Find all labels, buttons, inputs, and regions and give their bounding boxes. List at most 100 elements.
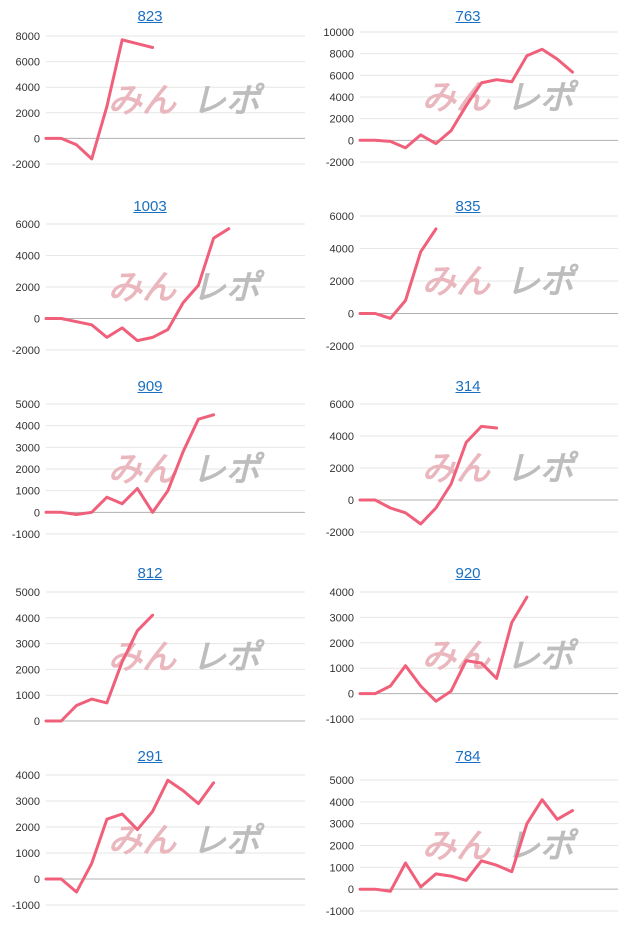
y-tick-label: 0: [34, 314, 40, 326]
chart-svg: -2000 0 2000 4000 6000 みん レポ: [326, 211, 618, 353]
chart-title-link[interactable]: 314: [455, 378, 481, 395]
y-tick-label: -2000: [326, 341, 354, 353]
y-tick-label: 3000: [16, 639, 40, 651]
y-tick-label: 0: [348, 495, 354, 507]
y-tick-label: 8000: [16, 31, 40, 43]
series-line: [44, 413, 216, 516]
y-tick-label: 3000: [330, 819, 354, 831]
chart-title-link[interactable]: 291: [137, 748, 163, 765]
y-tick-label: 4000: [330, 244, 354, 256]
chart-title-link[interactable]: 823: [137, 8, 163, 25]
series-line: [44, 38, 155, 161]
y-tick-label: 0: [348, 309, 354, 321]
y-tick-label: 0: [348, 135, 354, 147]
y-tick-label: 2000: [330, 114, 354, 126]
y-tick-label: 2000: [16, 464, 40, 476]
y-tick-label: 6000: [330, 70, 354, 82]
chart-panel: 1003 -2000 0 2000 4000 6000 みん レポ: [0, 190, 305, 365]
y-tick-label: 4000: [330, 587, 354, 599]
series-line: [358, 47, 574, 150]
chart-title-link[interactable]: 835: [455, 198, 481, 215]
y-tick-label: 1000: [16, 486, 40, 498]
watermark-logo-part2: レポ: [192, 82, 265, 120]
chart-svg: -1000 0 1000 2000 3000 4000 みん レポ: [12, 770, 305, 912]
watermark-logo-part1: みん: [422, 828, 491, 866]
watermark-logo-part2: レポ: [192, 639, 265, 677]
y-tick-label: -1000: [326, 714, 354, 726]
watermark-logo-part2: レポ: [192, 451, 265, 489]
chart-panel: 763 -2000 0 2000 4000 6000 8000 10000 みん レポ: [318, 0, 618, 175]
y-tick-label: 0: [34, 716, 40, 728]
y-tick-label: 2000: [16, 108, 40, 120]
y-tick-label: 6000: [16, 219, 40, 231]
y-tick-label: -1000: [12, 900, 40, 912]
watermark-logo-part2: レポ: [192, 269, 265, 307]
watermark-logo-part2: レポ: [506, 638, 579, 676]
chart-title-link[interactable]: 920: [455, 565, 481, 582]
y-tick-label: -2000: [12, 159, 40, 171]
y-tick-label: 4000: [330, 92, 354, 104]
series-line: [358, 798, 574, 893]
chart-title-link[interactable]: 812: [137, 565, 163, 582]
y-tick-label: 4000: [330, 431, 354, 443]
watermark-logo-part1: みん: [108, 82, 177, 120]
y-tick-label: 2000: [330, 276, 354, 288]
series-line: [44, 613, 155, 723]
y-tick-label: 4000: [16, 613, 40, 625]
y-tick-label: 0: [34, 874, 40, 886]
y-tick-label: 2000: [16, 282, 40, 294]
y-tick-label: 5000: [16, 587, 40, 599]
y-tick-label: 10000: [323, 27, 354, 39]
y-tick-label: 2000: [330, 463, 354, 475]
y-tick-label: 5000: [16, 399, 40, 411]
chart-title-link[interactable]: 909: [137, 378, 163, 395]
y-tick-label: 1000: [330, 862, 354, 874]
chart-panel: 920 -1000 0 1000 2000 3000 4000 みん レポ: [318, 557, 618, 732]
chart-title-link[interactable]: 763: [455, 8, 481, 25]
watermark-logo-part2: レポ: [192, 822, 265, 860]
y-tick-label: 6000: [16, 57, 40, 69]
chart-panel: 314 -2000 0 2000 4000 6000 みん レポ: [318, 370, 618, 545]
y-tick-label: 6000: [330, 211, 354, 223]
chart-panel: 823 -2000 0 2000 4000 6000 8000 みん レポ: [0, 0, 305, 175]
y-tick-label: 3000: [16, 796, 40, 808]
chart-title-link[interactable]: 784: [455, 748, 481, 765]
watermark-logo-part1: みん: [108, 822, 177, 860]
y-tick-label: 2000: [16, 822, 40, 834]
y-tick-label: 1000: [16, 848, 40, 860]
chart-panel: 909 -1000 0 1000 2000 3000 4000 5000 みん レポ: [0, 370, 305, 545]
watermark-logo-part2: レポ: [506, 79, 579, 117]
chart-title-link[interactable]: 1003: [133, 198, 167, 215]
y-tick-label: 1000: [16, 690, 40, 702]
y-tick-label: 5000: [330, 775, 354, 787]
watermark-logo-part2: レポ: [506, 263, 579, 301]
y-tick-label: 6000: [330, 399, 354, 411]
y-tick-label: -1000: [326, 906, 354, 918]
chart-panel: 835 -2000 0 2000 4000 6000 みん レポ: [318, 190, 618, 365]
chart-panel: 812 0 1000 2000 3000 4000 5000 みん レポ: [0, 557, 305, 732]
y-tick-label: 4000: [16, 251, 40, 263]
y-tick-label: 0: [348, 689, 354, 701]
y-tick-label: -2000: [326, 527, 354, 539]
y-tick-label: 8000: [330, 49, 354, 61]
chart-panel: 291 -1000 0 1000 2000 3000 4000 みん レポ: [0, 740, 305, 915]
y-tick-label: 2000: [16, 664, 40, 676]
watermark-logo-part1: みん: [108, 451, 177, 489]
y-tick-label: 4000: [16, 82, 40, 94]
chart-svg: -2000 0 2000 4000 6000 8000 みん レポ: [12, 31, 305, 171]
y-tick-label: 0: [34, 133, 40, 145]
y-tick-label: 4000: [16, 770, 40, 782]
chart-panel: 784 -1000 0 1000 2000 3000 4000 5000 みん レポ: [318, 740, 618, 918]
watermark-logo-part1: みん: [422, 263, 491, 301]
y-tick-label: 0: [34, 507, 40, 519]
series-line: [44, 227, 231, 343]
series-line: [44, 778, 216, 894]
y-tick-label: 2000: [330, 638, 354, 650]
series-line: [358, 227, 438, 320]
